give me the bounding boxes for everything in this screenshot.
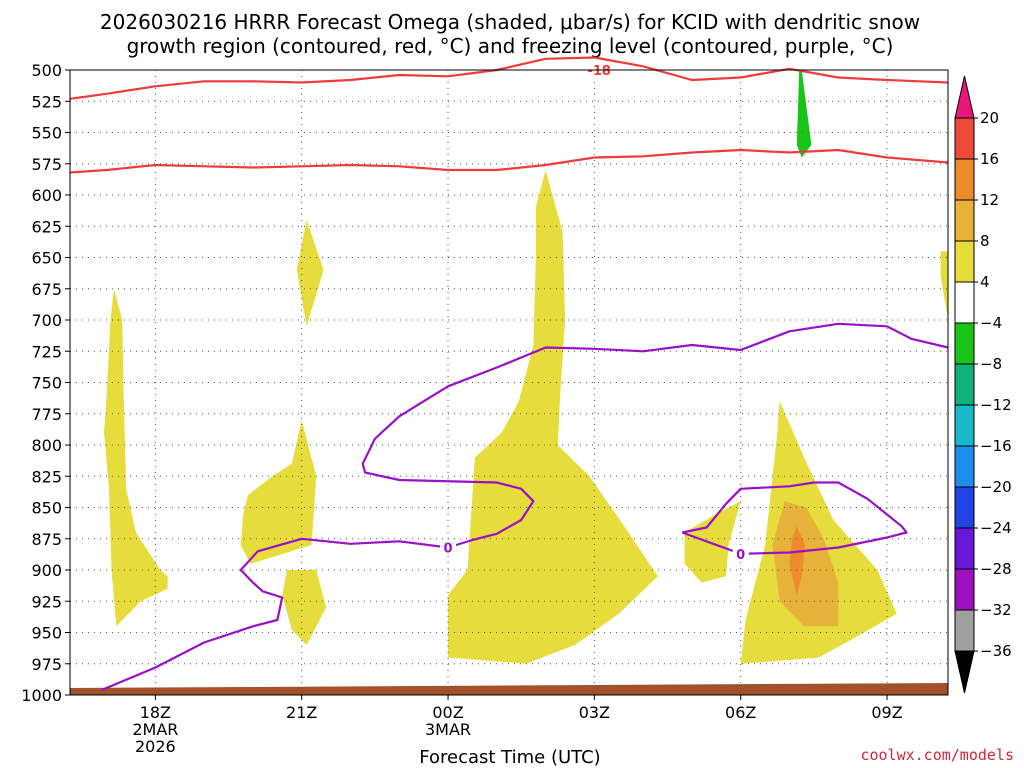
contour-label: -18 xyxy=(587,64,611,79)
ground-surface xyxy=(70,683,948,695)
x-tick-label: 00Z xyxy=(432,703,463,722)
contour-label: 0 xyxy=(444,542,453,557)
colorbar-arrow-bottom xyxy=(954,650,975,694)
y-tick-label: 675 xyxy=(31,280,62,299)
x-tick-label: 09Z xyxy=(871,703,902,722)
y-tick-label: 775 xyxy=(31,405,62,424)
colorbar-tick-label: −20 xyxy=(980,478,1012,496)
colorbar-segment xyxy=(954,281,975,324)
x-tick-label: 03Z xyxy=(579,703,610,722)
omega-shading xyxy=(104,70,948,664)
omega-region-4 xyxy=(282,570,327,645)
omega-region-2 xyxy=(296,220,324,327)
omega-region-8 xyxy=(940,251,948,320)
x-tick-label: 2MAR xyxy=(132,720,178,739)
colorbar-segment xyxy=(954,158,975,201)
y-tick-label: 525 xyxy=(31,92,62,111)
colorbar-tick-label: −36 xyxy=(980,642,1012,660)
omega-region-10 xyxy=(789,526,806,595)
contour-line-4 xyxy=(681,481,908,555)
x-tick-label: 18Z xyxy=(140,703,171,722)
y-tick-label: 700 xyxy=(31,311,62,330)
x-axis-label: Forecast Time (UTC) xyxy=(419,747,600,768)
y-tick-label: 550 xyxy=(31,124,62,143)
y-tick-label: 1000 xyxy=(21,686,62,705)
colorbar-tick-label: −24 xyxy=(980,519,1012,537)
colorbar-tick-label: −16 xyxy=(980,437,1012,455)
x-tick-label: 06Z xyxy=(725,703,756,722)
colorbar-segment xyxy=(954,240,975,283)
contour-line-3 xyxy=(101,322,949,692)
colorbar-tick-label: 20 xyxy=(980,109,999,127)
colorbar-tick-label: −32 xyxy=(980,601,1012,619)
colorbar-arrow-top xyxy=(954,75,975,119)
colorbar-segment xyxy=(954,322,975,365)
colorbar-segment xyxy=(954,445,975,488)
colorbar-tick-label: −8 xyxy=(980,355,1002,373)
colorbar-segment xyxy=(954,199,975,242)
chart-title-line2: growth region (contoured, red, °C) and f… xyxy=(127,34,894,58)
omega-region-11 xyxy=(796,70,812,158)
contour-label-bg xyxy=(732,546,749,561)
y-tick-label: 575 xyxy=(31,155,62,174)
colorbar-tick-label: 12 xyxy=(980,191,999,209)
colorbar-tick-label: −12 xyxy=(980,396,1012,414)
colorbar: 20 16 12 8 4 −4 −8 −12 −16 −20 −24 −28 −32 −36 xyxy=(954,75,1012,694)
y-tick-label: 625 xyxy=(31,217,62,236)
omega-region-6 xyxy=(684,501,741,583)
y-tick-label: 825 xyxy=(31,467,62,486)
colorbar-segment xyxy=(954,404,975,447)
colorbar-segment xyxy=(954,486,975,529)
colorbar-tick-label: −4 xyxy=(980,314,1002,332)
omega-region-5 xyxy=(448,170,658,664)
y-tick-label: 725 xyxy=(31,342,62,361)
x-tick-label: 2026 xyxy=(135,737,176,756)
colorbar-tick-label: 16 xyxy=(980,150,999,168)
colorbar-segment xyxy=(954,363,975,406)
colorbar-tick-label: 8 xyxy=(980,232,990,250)
y-axis: 500 525 550 575 600 625 650 675 700 725 750 775 800 8… xyxy=(21,61,70,705)
omega-region-3 xyxy=(240,420,317,564)
y-tick-label: 875 xyxy=(31,530,62,549)
colorbar-segment xyxy=(954,527,975,570)
contour-label-bg xyxy=(440,540,457,555)
colorbar-segment xyxy=(954,568,975,611)
y-tick-label: 650 xyxy=(31,249,62,268)
contour-line-2 xyxy=(69,148,949,174)
y-tick-label: 925 xyxy=(31,592,62,611)
contour-label: 0 xyxy=(736,548,745,563)
colorbar-segment xyxy=(954,609,975,652)
x-tick-label: 3MAR xyxy=(425,720,471,739)
credit-text: coolwx.com/models xyxy=(860,746,1014,764)
omega-region-1 xyxy=(104,288,168,627)
colorbar-segment xyxy=(954,117,975,160)
y-tick-label: 800 xyxy=(31,436,62,455)
chart-title-line1: 2026030216 HRRR Forecast Omega (shaded, … xyxy=(100,10,920,34)
omega-region-9 xyxy=(772,501,839,627)
x-tick-label: 21Z xyxy=(286,703,317,722)
contour-line-1 xyxy=(69,56,949,100)
y-tick-label: 500 xyxy=(31,61,62,80)
y-tick-label: 975 xyxy=(31,655,62,674)
y-tick-label: 900 xyxy=(31,561,62,580)
y-tick-label: 950 xyxy=(31,624,62,643)
ground-band xyxy=(70,683,948,695)
colorbar-tick-label: −28 xyxy=(980,560,1012,578)
grid-lines xyxy=(70,70,948,695)
y-tick-label: 850 xyxy=(31,499,62,518)
y-tick-label: 600 xyxy=(31,186,62,205)
colorbar-tick-label: 4 xyxy=(980,273,990,291)
y-tick-label: 750 xyxy=(31,374,62,393)
